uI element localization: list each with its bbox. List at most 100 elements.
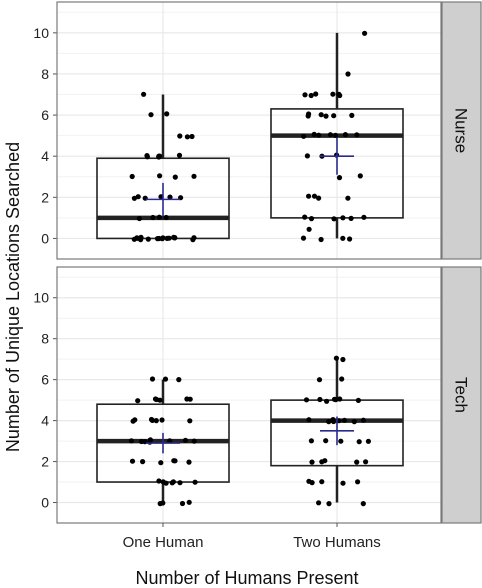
y-tick-label: 0 <box>41 495 49 511</box>
facet-strip-label: Nurse <box>452 108 471 153</box>
y-tick-label: 10 <box>33 25 49 41</box>
data-point <box>184 396 190 402</box>
data-point <box>327 132 333 138</box>
facet-strip <box>441 266 482 524</box>
data-point <box>160 500 166 506</box>
data-point <box>302 92 308 98</box>
data-point <box>362 30 368 36</box>
data-point <box>316 132 322 138</box>
data-point <box>164 111 170 117</box>
data-point <box>187 418 193 424</box>
panel-border <box>56 266 442 524</box>
data-point <box>306 226 312 232</box>
data-point <box>330 91 336 97</box>
data-point <box>186 499 192 505</box>
data-point <box>177 133 183 139</box>
data-point <box>160 479 166 485</box>
data-point <box>336 91 342 97</box>
y-tick-label: 10 <box>33 290 49 306</box>
data-point <box>319 459 325 465</box>
data-point <box>184 134 190 140</box>
data-point <box>318 112 324 118</box>
data-point <box>148 416 155 423</box>
data-point <box>333 397 339 403</box>
data-point <box>331 113 337 119</box>
data-point <box>360 417 366 423</box>
data-point <box>191 235 197 241</box>
data-point <box>340 356 346 363</box>
facet-strip-label: Tech <box>452 377 471 413</box>
panel-border <box>56 1 442 260</box>
data-point <box>349 112 355 118</box>
data-point <box>308 92 314 99</box>
data-point <box>326 419 332 425</box>
data-point <box>158 460 164 466</box>
data-point <box>135 398 141 404</box>
data-point <box>189 133 195 140</box>
data-point <box>162 376 169 382</box>
data-point <box>177 480 183 486</box>
data-point <box>172 174 178 180</box>
data-point <box>138 237 144 243</box>
data-point <box>356 439 362 445</box>
data-point <box>129 173 135 180</box>
facet-strip <box>441 1 482 260</box>
data-point <box>323 438 329 444</box>
data-point <box>157 173 163 179</box>
data-point <box>301 133 307 139</box>
panels-layer: 0 2 4 6 8 10 Nurse 0 2 4 6 8 10 Tech One Human Two Huma… <box>33 1 482 551</box>
data-point <box>340 215 346 221</box>
data-point <box>308 216 315 222</box>
data-point <box>347 236 353 242</box>
data-point <box>355 479 361 485</box>
iqr-box <box>270 108 404 219</box>
x-tick-label: One Human <box>123 534 204 551</box>
data-point <box>361 214 367 220</box>
panel-nurse: 0 2 4 6 8 10 Nurse <box>33 1 482 260</box>
data-point <box>357 173 363 179</box>
data-point <box>163 214 169 221</box>
data-point <box>167 438 173 444</box>
data-point <box>311 131 317 137</box>
data-point <box>319 479 325 485</box>
data-point <box>309 480 315 486</box>
data-point <box>300 235 307 241</box>
data-point <box>338 438 344 444</box>
data-point <box>176 152 183 158</box>
data-point <box>186 459 192 465</box>
data-point <box>172 458 178 464</box>
data-point <box>330 417 336 423</box>
data-point <box>336 175 343 181</box>
data-point <box>326 501 332 507</box>
data-point <box>159 417 165 423</box>
data-point <box>340 235 346 241</box>
data-point <box>313 91 319 97</box>
data-point <box>345 71 351 77</box>
data-point <box>153 418 159 424</box>
y-tick-label: 2 <box>41 189 49 205</box>
data-point <box>191 173 197 179</box>
data-point <box>304 153 310 159</box>
y-tick-label: 4 <box>41 148 49 164</box>
data-point <box>317 396 323 403</box>
data-point <box>345 195 351 201</box>
data-point <box>156 478 162 484</box>
data-point <box>192 479 198 485</box>
data-point <box>141 91 147 97</box>
data-point <box>360 501 366 507</box>
box-one-human <box>96 91 230 243</box>
box-two-humans <box>270 355 404 507</box>
y-tick-label: 8 <box>41 66 49 82</box>
data-point <box>316 377 323 383</box>
data-point <box>135 194 141 200</box>
data-point <box>129 458 136 464</box>
data-point <box>332 132 339 138</box>
data-point <box>342 132 348 138</box>
data-point <box>340 480 346 486</box>
box-one-human <box>96 376 230 507</box>
data-point <box>303 397 310 403</box>
x-axis-title: Number of Humans Present <box>135 568 358 588</box>
data-point <box>164 235 170 241</box>
data-point <box>156 214 162 220</box>
